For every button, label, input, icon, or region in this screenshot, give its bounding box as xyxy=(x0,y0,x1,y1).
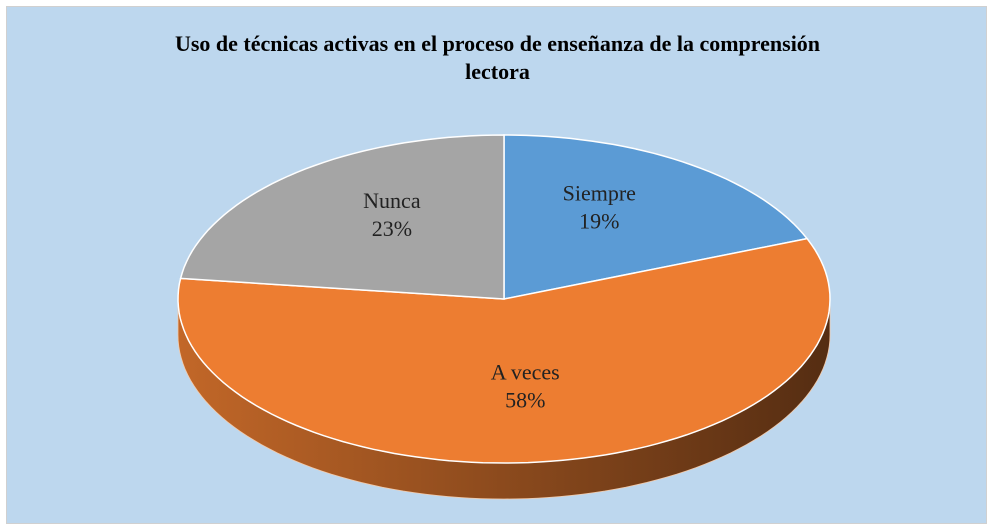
chart-title: Uso de técnicas activas en el proceso de… xyxy=(174,31,821,84)
slice-category-label: Nunca xyxy=(363,188,421,213)
slice-value-label: 58% xyxy=(505,388,545,413)
slice-category-label: Siempre xyxy=(563,181,636,206)
pie-slice xyxy=(179,134,505,300)
slice-value-label: 19% xyxy=(579,209,619,234)
slice-category-label: A veces xyxy=(491,360,560,385)
pie-slice xyxy=(177,237,831,464)
title-wrap: Uso de técnicas activas en el proceso de… xyxy=(0,30,995,86)
slice-value-label: 23% xyxy=(372,216,412,241)
pie-slice xyxy=(503,134,809,300)
